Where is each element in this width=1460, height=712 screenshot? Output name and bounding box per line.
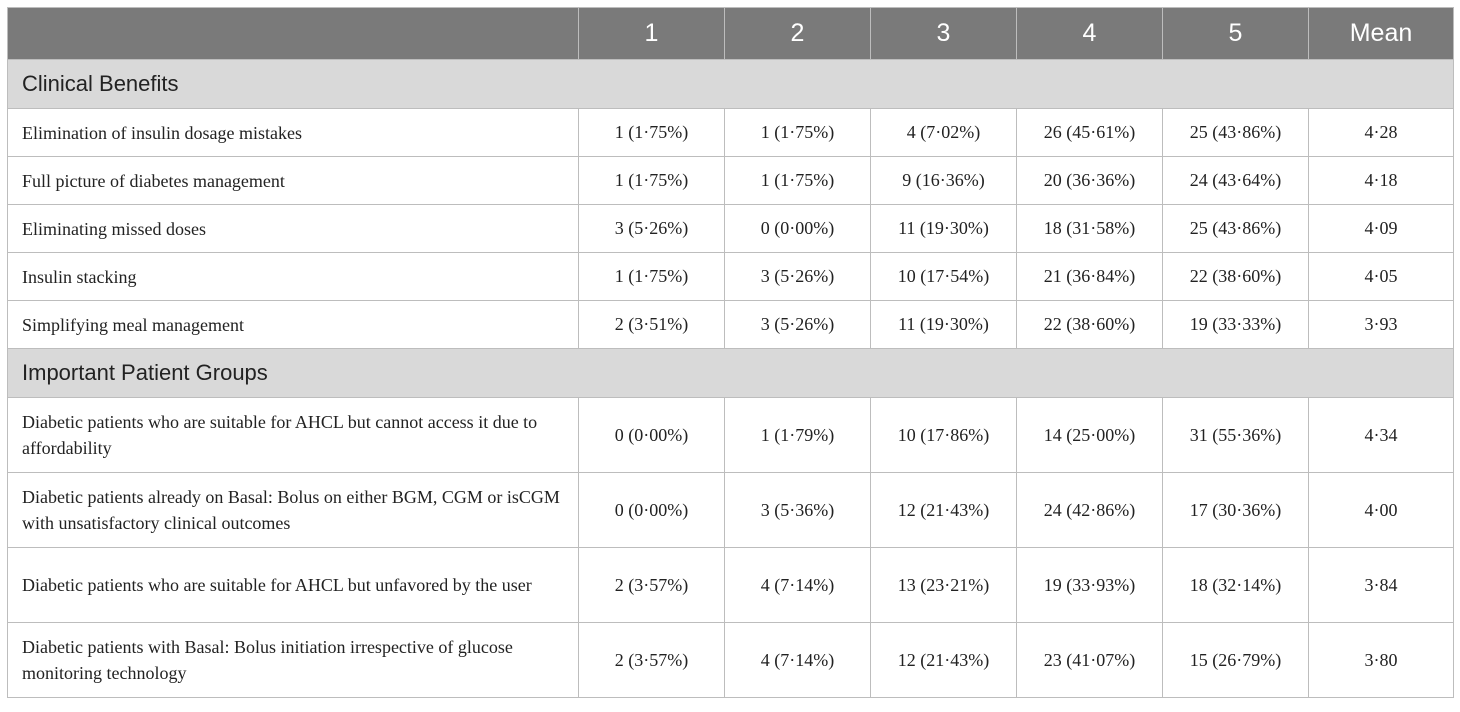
cell-score-2: 3 (5·26%) — [724, 252, 871, 301]
cell-score-3: 13 (23·21%) — [870, 547, 1017, 623]
cell-score-3: 12 (21·43%) — [870, 472, 1017, 548]
header-score-4: 4 — [1016, 7, 1163, 60]
cell-score-5: 18 (32·14%) — [1162, 547, 1309, 623]
table-row: Diabetic patients already on Basal: Bolu… — [7, 472, 1454, 548]
cell-score-2: 1 (1·79%) — [724, 397, 871, 473]
cell-score-5: 25 (43·86%) — [1162, 108, 1309, 157]
cell-score-4: 21 (36·84%) — [1016, 252, 1163, 301]
table-row: Diabetic patients who are suitable for A… — [7, 547, 1454, 623]
header-mean: Mean — [1308, 7, 1454, 60]
cell-score-5: 17 (30·36%) — [1162, 472, 1309, 548]
cell-score-5: 31 (55·36%) — [1162, 397, 1309, 473]
cell-mean: 4·28 — [1308, 108, 1454, 157]
cell-score-3: 10 (17·54%) — [870, 252, 1017, 301]
cell-mean: 4·05 — [1308, 252, 1454, 301]
cell-score-2: 3 (5·26%) — [724, 300, 871, 349]
cell-score-2: 0 (0·00%) — [724, 204, 871, 253]
table-row: Diabetic patients who are suitable for A… — [7, 397, 1454, 473]
cell-score-4: 23 (41·07%) — [1016, 622, 1163, 698]
cell-score-4: 24 (42·86%) — [1016, 472, 1163, 548]
row-label: Insulin stacking — [7, 252, 579, 301]
section-row-clinical-benefits: Clinical Benefits — [7, 59, 1454, 109]
cell-score-2: 4 (7·14%) — [724, 622, 871, 698]
cell-mean: 4·18 — [1308, 156, 1454, 205]
row-label: Simplifying meal management — [7, 300, 579, 349]
cell-score-1: 2 (3·57%) — [578, 547, 725, 623]
cell-score-4: 20 (36·36%) — [1016, 156, 1163, 205]
cell-score-1: 0 (0·00%) — [578, 397, 725, 473]
cell-mean: 4·00 — [1308, 472, 1454, 548]
cell-score-3: 12 (21·43%) — [870, 622, 1017, 698]
cell-score-2: 1 (1·75%) — [724, 108, 871, 157]
cell-score-4: 22 (38·60%) — [1016, 300, 1163, 349]
header-score-3: 3 — [870, 7, 1017, 60]
table-row: Eliminating missed doses 3 (5·26%) 0 (0·… — [7, 204, 1454, 253]
cell-mean: 3·93 — [1308, 300, 1454, 349]
cell-score-3: 11 (19·30%) — [870, 300, 1017, 349]
cell-score-1: 1 (1·75%) — [578, 156, 725, 205]
cell-score-1: 1 (1·75%) — [578, 252, 725, 301]
cell-mean: 3·84 — [1308, 547, 1454, 623]
header-row: 1 2 3 4 5 Mean — [7, 7, 1454, 60]
cell-score-5: 19 (33·33%) — [1162, 300, 1309, 349]
header-score-5: 5 — [1162, 7, 1309, 60]
cell-score-1: 3 (5·26%) — [578, 204, 725, 253]
section-title: Clinical Benefits — [7, 59, 1454, 109]
cell-score-1: 1 (1·75%) — [578, 108, 725, 157]
cell-score-5: 25 (43·86%) — [1162, 204, 1309, 253]
cell-score-1: 2 (3·51%) — [578, 300, 725, 349]
cell-mean: 3·80 — [1308, 622, 1454, 698]
cell-score-4: 26 (45·61%) — [1016, 108, 1163, 157]
header-score-2: 2 — [724, 7, 871, 60]
section-title: Important Patient Groups — [7, 348, 1454, 398]
table-row: Full picture of diabetes management 1 (1… — [7, 156, 1454, 205]
row-label: Diabetic patients who are suitable for A… — [7, 547, 579, 623]
cell-score-3: 4 (7·02%) — [870, 108, 1017, 157]
row-label: Diabetic patients with Basal: Bolus init… — [7, 622, 579, 698]
cell-score-1: 0 (0·00%) — [578, 472, 725, 548]
cell-score-4: 19 (33·93%) — [1016, 547, 1163, 623]
cell-score-4: 18 (31·58%) — [1016, 204, 1163, 253]
cell-score-5: 22 (38·60%) — [1162, 252, 1309, 301]
cell-score-3: 10 (17·86%) — [870, 397, 1017, 473]
cell-score-1: 2 (3·57%) — [578, 622, 725, 698]
cell-score-3: 11 (19·30%) — [870, 204, 1017, 253]
cell-score-5: 24 (43·64%) — [1162, 156, 1309, 205]
row-label: Full picture of diabetes management — [7, 156, 579, 205]
table-row: Insulin stacking 1 (1·75%) 3 (5·26%) 10 … — [7, 252, 1454, 301]
table-row: Simplifying meal management 2 (3·51%) 3 … — [7, 300, 1454, 349]
cell-score-5: 15 (26·79%) — [1162, 622, 1309, 698]
cell-score-2: 1 (1·75%) — [724, 156, 871, 205]
table-row: Diabetic patients with Basal: Bolus init… — [7, 622, 1454, 698]
cell-mean: 4·09 — [1308, 204, 1454, 253]
header-label-cell — [7, 7, 579, 60]
survey-results-table: 1 2 3 4 5 Mean Clinical Benefits Elimina… — [7, 7, 1454, 698]
row-label: Elimination of insulin dosage mistakes — [7, 108, 579, 157]
cell-score-3: 9 (16·36%) — [870, 156, 1017, 205]
section-row-important-patient-groups: Important Patient Groups — [7, 348, 1454, 398]
cell-score-2: 4 (7·14%) — [724, 547, 871, 623]
table-row: Elimination of insulin dosage mistakes 1… — [7, 108, 1454, 157]
row-label: Eliminating missed doses — [7, 204, 579, 253]
cell-score-4: 14 (25·00%) — [1016, 397, 1163, 473]
cell-mean: 4·34 — [1308, 397, 1454, 473]
row-label: Diabetic patients who are suitable for A… — [7, 397, 579, 473]
header-score-1: 1 — [578, 7, 725, 60]
cell-score-2: 3 (5·36%) — [724, 472, 871, 548]
row-label: Diabetic patients already on Basal: Bolu… — [7, 472, 579, 548]
